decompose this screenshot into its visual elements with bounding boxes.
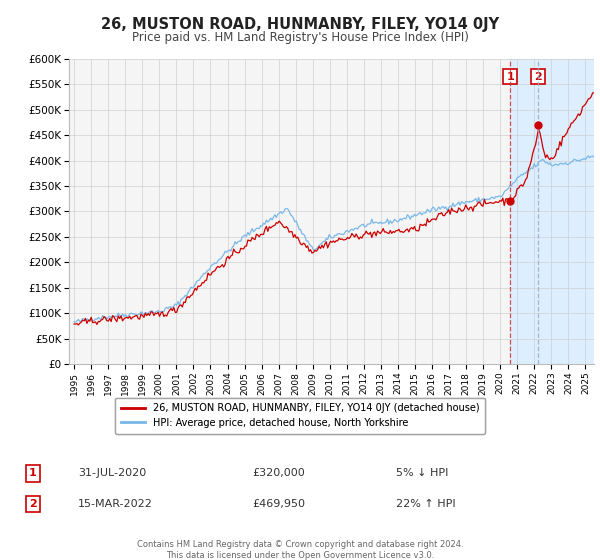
Text: 5% ↓ HPI: 5% ↓ HPI bbox=[396, 468, 448, 478]
Text: Price paid vs. HM Land Registry's House Price Index (HPI): Price paid vs. HM Land Registry's House … bbox=[131, 31, 469, 44]
Text: 1: 1 bbox=[29, 468, 37, 478]
Text: 2: 2 bbox=[534, 72, 542, 82]
Bar bbox=[510, 59, 594, 364]
Text: 26, MUSTON ROAD, HUNMANBY, FILEY, YO14 0JY: 26, MUSTON ROAD, HUNMANBY, FILEY, YO14 0… bbox=[101, 17, 499, 31]
Text: £469,950: £469,950 bbox=[252, 499, 305, 509]
Legend: 26, MUSTON ROAD, HUNMANBY, FILEY, YO14 0JY (detached house), HPI: Average price,: 26, MUSTON ROAD, HUNMANBY, FILEY, YO14 0… bbox=[115, 398, 485, 434]
Text: 1: 1 bbox=[506, 72, 514, 82]
Text: 2: 2 bbox=[29, 499, 37, 509]
Text: £320,000: £320,000 bbox=[252, 468, 305, 478]
Text: 15-MAR-2022: 15-MAR-2022 bbox=[78, 499, 153, 509]
Text: Contains HM Land Registry data © Crown copyright and database right 2024.
This d: Contains HM Land Registry data © Crown c… bbox=[137, 540, 463, 559]
Text: 31-JUL-2020: 31-JUL-2020 bbox=[78, 468, 146, 478]
Text: 22% ↑ HPI: 22% ↑ HPI bbox=[396, 499, 455, 509]
